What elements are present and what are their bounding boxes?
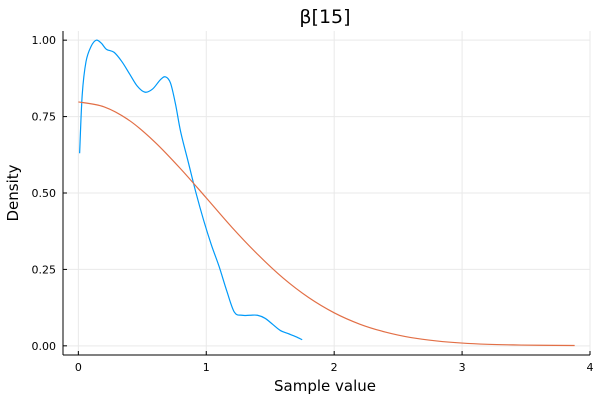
y-tick-label: 0.50 — [32, 187, 57, 200]
series-line-blue — [79, 39, 303, 341]
x-tick-label: 4 — [587, 361, 594, 374]
plot-series — [78, 39, 575, 347]
y-axis-label: Density — [4, 164, 22, 221]
x-tick-label: 0 — [75, 361, 82, 374]
x-tick-label: 1 — [203, 361, 210, 374]
series-line-orange — [78, 101, 575, 347]
chart-title: β[15] — [299, 6, 350, 28]
y-tick-label: 0.75 — [32, 111, 57, 124]
y-axis-ticks: 0.00 0.25 0.50 0.75 1.00 — [32, 34, 67, 353]
y-tick-label: 1.00 — [32, 34, 57, 47]
x-tick-label: 2 — [331, 361, 338, 374]
x-tick-label: 3 — [459, 361, 466, 374]
y-tick-label: 0.25 — [32, 263, 57, 276]
grid — [63, 31, 591, 355]
x-axis-ticks: 0 1 2 3 4 — [75, 351, 594, 374]
y-tick-label: 0.00 — [32, 340, 57, 353]
x-axis-label: Sample value — [274, 377, 376, 395]
